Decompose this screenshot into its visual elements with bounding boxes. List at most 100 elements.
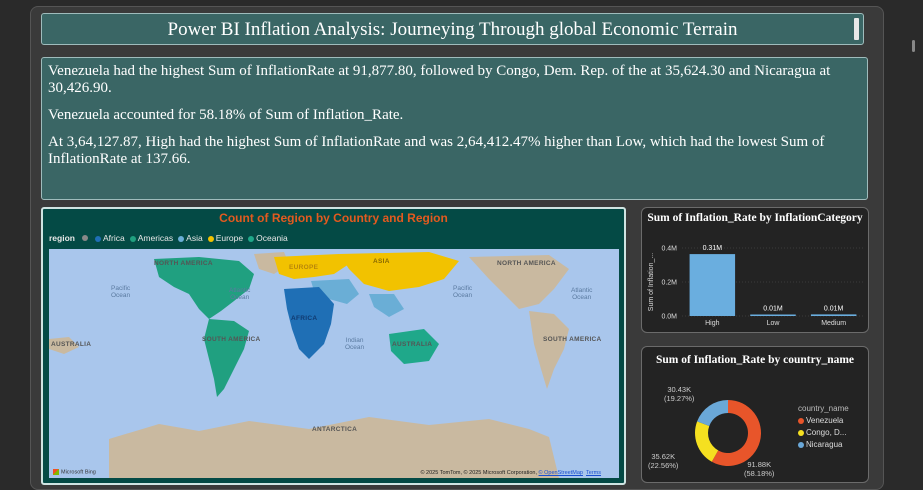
legend-dot-oceania — [248, 235, 255, 242]
legend-label-asia: Asia — [186, 233, 203, 243]
legend-title: region — [49, 233, 75, 243]
africa-shape — [284, 287, 334, 359]
bar-ytick-label: 0.0M — [661, 314, 677, 321]
donut-slice-2[interactable] — [697, 400, 728, 426]
asia-shape — [339, 252, 459, 291]
south-america-right-shape — [529, 311, 569, 389]
label-australia-right: AUSTRALIA — [392, 341, 433, 348]
donut-legend-title: country_name — [798, 404, 849, 413]
donut-legend-dot-nicaragua — [798, 441, 804, 448]
label-antarctica: ANTARCTICA — [312, 426, 358, 433]
label-australia-left: AUSTRALIA — [51, 341, 92, 348]
donut-label-nicaragua: 30.43K (19.27%) — [664, 385, 695, 403]
south-america-left-shape — [204, 319, 249, 397]
bing-text: Microsoft Bing — [61, 469, 96, 475]
middle-east-shape — [311, 279, 359, 304]
window-scrollbar[interactable] — [912, 40, 915, 52]
narrative-line-1: Venezuela had the highest Sum of Inflati… — [48, 63, 831, 96]
donut-legend-label-congo: Congo, D... — [806, 428, 847, 437]
bar-ytick-label: 0.4M — [661, 246, 677, 253]
north-america-right-shape — [469, 255, 569, 309]
bar-data-label: 0.31M — [703, 245, 723, 252]
bar-category-label: Low — [767, 320, 781, 327]
narrative-line-3: At 3,64,127.87, High had the highest Sum… — [48, 134, 825, 167]
bar-chart-title: Sum of Inflation_Rate by InflationCatego… — [647, 212, 863, 224]
donut-legend: country_name Venezuela Congo, D... Nicar… — [798, 403, 849, 451]
north-america-left-shape — [154, 257, 254, 319]
map-attribution: © 2025 TomTom, © 2025 Microsoft Corporat… — [420, 470, 601, 476]
donut-legend-item-venezuela[interactable]: Venezuela — [798, 415, 849, 427]
narrative-line-2: Venezuela accounted for 58.18% of Sum of… — [48, 107, 404, 123]
bar-low[interactable] — [750, 314, 796, 317]
donut-legend-item-congo[interactable]: Congo, D... — [798, 427, 849, 439]
donut-slice-0[interactable] — [711, 400, 761, 466]
legend-item-asia[interactable]: Asia — [178, 233, 203, 243]
label-pacific-left: Pacific Ocean — [111, 285, 131, 299]
page-title-text: Power BI Inflation Analysis: Journeying … — [167, 19, 738, 40]
bing-logo: Microsoft Bing — [53, 468, 96, 475]
donut-slice-1[interactable] — [695, 421, 719, 462]
microsoft-logo-icon — [53, 468, 59, 475]
donut-label-congo: 35.62K (22.56%) — [648, 452, 679, 470]
donut-chart-card[interactable]: Sum of Inflation_Rate by country_name 30… — [641, 346, 869, 483]
legend-dot-americas — [129, 235, 136, 242]
map-visual[interactable]: Count of Region by Country and Region re… — [41, 207, 626, 485]
bar-ytick-label: 0.2M — [661, 280, 677, 287]
osm-link[interactable]: © OpenStreetMap — [538, 470, 583, 476]
bar-data-label: 0.01M — [824, 305, 844, 312]
label-atlantic-left: Atlantic Ocean — [229, 287, 251, 301]
legend-dot-europe — [207, 235, 214, 242]
donut-legend-label-nicaragua: Nicaragua — [806, 440, 843, 449]
bar-category-label: Medium — [821, 320, 846, 327]
legend-dot-asia — [178, 235, 185, 242]
label-africa: AFRICA — [291, 315, 318, 322]
donut-legend-dot-venezuela — [798, 417, 804, 424]
legend-item-americas[interactable]: Americas — [129, 233, 174, 243]
label-indian-ocean: Indian Ocean — [345, 337, 365, 351]
legend-label-africa: Africa — [102, 233, 125, 243]
page-title: Power BI Inflation Analysis: Journeying … — [41, 13, 864, 45]
label-north-america-left: NORTH AMERICA — [154, 260, 213, 267]
map-title: Count of Region by Country and Region — [219, 211, 448, 225]
map-legend: region Africa Americas Asia Europe Ocean… — [49, 233, 288, 243]
southeast-asia-shape — [369, 294, 404, 317]
terms-link[interactable]: Terms — [586, 470, 601, 476]
world-map[interactable]: NORTH AMERICA EUROPE ASIA NORTH AMERICA … — [49, 249, 619, 478]
legend-dot-other — [81, 235, 88, 241]
legend-label-oceania: Oceania — [256, 233, 288, 243]
bar-data-label: 0.01M — [763, 306, 783, 313]
legend-item-oceania[interactable]: Oceania — [248, 233, 288, 243]
bar-ylabel: Sum of Inflation_... — [648, 253, 655, 311]
australia-left-shape — [49, 337, 79, 354]
bar-medium[interactable] — [810, 314, 857, 316]
donut-legend-item-nicaragua[interactable]: Nicaragua — [798, 439, 849, 451]
title-scroll-handle[interactable] — [854, 18, 859, 40]
legend-label-europe: Europe — [215, 233, 244, 243]
smart-narrative: Venezuela had the highest Sum of Inflati… — [41, 57, 868, 200]
donut-label-venezuela: 91.88K (58.18%) — [744, 460, 775, 478]
label-atlantic-right: Atlantic Ocean — [571, 287, 593, 301]
label-south-america-right: SOUTH AMERICA — [543, 336, 602, 343]
bar-chart-card[interactable]: Sum of Inflation_Rate by InflationCatego… — [641, 207, 869, 333]
donut-chart-title: Sum of Inflation_Rate by country_name — [655, 354, 855, 366]
bar-high[interactable] — [689, 254, 736, 316]
legend-item-africa[interactable]: Africa — [94, 233, 125, 243]
donut-legend-dot-congo — [798, 429, 804, 436]
label-europe: EUROPE — [289, 264, 319, 271]
label-south-america-left: SOUTH AMERICA — [202, 336, 261, 343]
legend-item-europe[interactable]: Europe — [207, 233, 244, 243]
legend-label-americas: Americas — [137, 233, 174, 243]
bar-category-label: High — [705, 320, 720, 327]
bar-chart-svg: 0.0M 0.2M 0.4M Sum of Inflation_... 0.31M Hig… — [648, 245, 864, 327]
legend-dot-africa — [94, 235, 101, 242]
donut-legend-label-venezuela: Venezuela — [806, 416, 844, 425]
label-pacific-right: Pacific Ocean — [453, 285, 473, 299]
label-north-america-right: NORTH AMERICA — [497, 260, 556, 267]
europe-shape — [274, 254, 349, 279]
attribution-text: © 2025 TomTom, © 2025 Microsoft Corporat… — [420, 470, 537, 476]
donut-chart-svg — [695, 400, 761, 466]
label-asia: ASIA — [373, 258, 390, 265]
antarctica-shape — [109, 417, 559, 478]
map-shapes — [49, 252, 569, 478]
australia-shape — [389, 329, 439, 364]
